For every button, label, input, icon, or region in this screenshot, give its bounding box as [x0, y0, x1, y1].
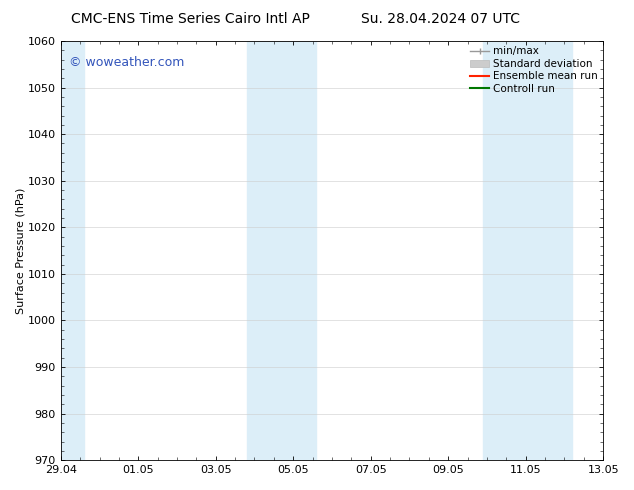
Text: © woweather.com: © woweather.com — [69, 56, 184, 69]
Legend: min/max, Standard deviation, Ensemble mean run, Controll run: min/max, Standard deviation, Ensemble me… — [469, 44, 600, 96]
Y-axis label: Surface Pressure (hPa): Surface Pressure (hPa) — [15, 187, 25, 314]
Text: CMC-ENS Time Series Cairo Intl AP: CMC-ENS Time Series Cairo Intl AP — [71, 12, 309, 26]
Bar — [247, 41, 316, 460]
Bar — [59, 41, 84, 460]
Bar — [483, 41, 573, 460]
Text: Su. 28.04.2024 07 UTC: Su. 28.04.2024 07 UTC — [361, 12, 520, 26]
